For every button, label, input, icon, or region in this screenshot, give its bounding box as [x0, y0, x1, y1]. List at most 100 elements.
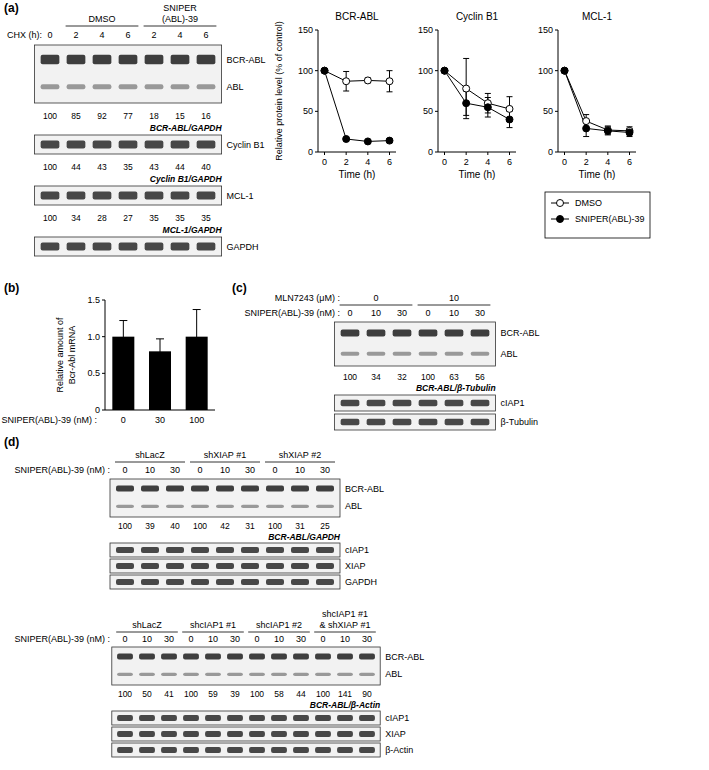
quant-label: BCR-ABL/β-Actin [310, 700, 380, 710]
band [241, 579, 259, 585]
band [67, 84, 86, 89]
y-tick-label: 50 [543, 106, 553, 116]
band [315, 715, 331, 721]
blot-frame [334, 322, 495, 366]
band [227, 715, 243, 721]
panel-label: (a) [4, 1, 19, 15]
band [191, 563, 209, 569]
band [227, 673, 243, 676]
y-axis-label: Relative protein level (% of control) [274, 21, 284, 161]
band-label: GAPDH [345, 577, 377, 587]
band [227, 653, 243, 659]
band [216, 563, 234, 569]
band [445, 352, 464, 356]
lane-label: 30 [245, 465, 255, 475]
quant-value: 100 [43, 111, 57, 121]
lane-row-label: CHX (h): [7, 30, 42, 40]
legend-marker [557, 200, 564, 207]
lane-row-label: SNIPER(ABL)-39 (nM) : [244, 308, 340, 318]
band [116, 547, 134, 553]
quant-value: 77 [123, 111, 133, 121]
lane-label: 10 [220, 465, 230, 475]
x-axis [318, 152, 396, 153]
band [171, 55, 190, 64]
band [117, 747, 133, 753]
band [367, 419, 386, 426]
y-tick-label: 0 [308, 147, 313, 157]
band [119, 55, 138, 64]
blot-frame [334, 395, 495, 411]
band [67, 55, 86, 64]
x-tick [444, 152, 445, 155]
band [471, 329, 490, 336]
band [119, 141, 138, 149]
x-tick-label: 6 [627, 157, 632, 167]
group-line [340, 305, 413, 306]
chart-title: Cyclin B1 [456, 11, 499, 22]
group-line [314, 632, 376, 633]
band [393, 400, 412, 407]
band [139, 653, 155, 659]
quant-value: 100 [421, 372, 435, 382]
band [315, 747, 331, 753]
error-bar [485, 98, 491, 118]
x-tick [509, 152, 510, 155]
y-tick [315, 152, 318, 153]
quant-label: BCR-ABL/GAPDH [268, 532, 341, 542]
band [205, 715, 221, 721]
lane-label: 0 [197, 465, 202, 475]
x-tick-label: 0 [562, 157, 567, 167]
label-line: (ABL)-39 [162, 14, 198, 24]
legend-text: DMSO [575, 198, 602, 208]
x-tick [367, 152, 368, 155]
band [445, 419, 464, 426]
quant-value: 85 [71, 111, 81, 121]
band [117, 673, 133, 676]
series-line [325, 71, 390, 82]
band-label: BCR-ABL [501, 328, 540, 338]
band [241, 547, 259, 553]
band [337, 715, 353, 721]
quant-value: 58 [274, 689, 284, 699]
band [241, 485, 259, 491]
quant-value: 25 [320, 521, 330, 531]
y-tick-label: 150 [298, 25, 313, 35]
group-line [66, 26, 139, 27]
blot-frame [110, 479, 340, 517]
band [216, 547, 234, 553]
band [197, 141, 216, 149]
chart-title: MCL-1 [582, 11, 612, 22]
band [341, 400, 360, 407]
series-line [325, 71, 390, 142]
x-tick [564, 152, 565, 155]
y-tick [555, 70, 558, 71]
band [67, 243, 86, 251]
lane-label: 10 [371, 308, 381, 318]
panel-label: (d) [4, 435, 19, 449]
band [471, 419, 490, 426]
band [271, 747, 287, 753]
band [419, 329, 438, 336]
marker [604, 127, 611, 134]
band [471, 400, 490, 407]
band [216, 485, 234, 491]
band [141, 547, 159, 553]
lane-label: 0 [272, 465, 277, 475]
band [359, 673, 375, 676]
band-label: β-Tubulin [501, 417, 538, 427]
band [139, 715, 155, 721]
band [337, 653, 353, 659]
blot-frame [334, 414, 495, 430]
label-line: shcIAP1 #1 [322, 609, 368, 619]
quant-value: 28 [97, 213, 107, 223]
band [119, 192, 138, 200]
y-tick [555, 30, 558, 31]
band [197, 192, 216, 200]
quant-value: 44 [175, 162, 185, 172]
y-tick [315, 30, 318, 31]
band [93, 141, 112, 149]
x-tick-label: 0 [322, 157, 327, 167]
x-tick [346, 152, 347, 155]
band [141, 579, 159, 585]
band [266, 579, 284, 585]
